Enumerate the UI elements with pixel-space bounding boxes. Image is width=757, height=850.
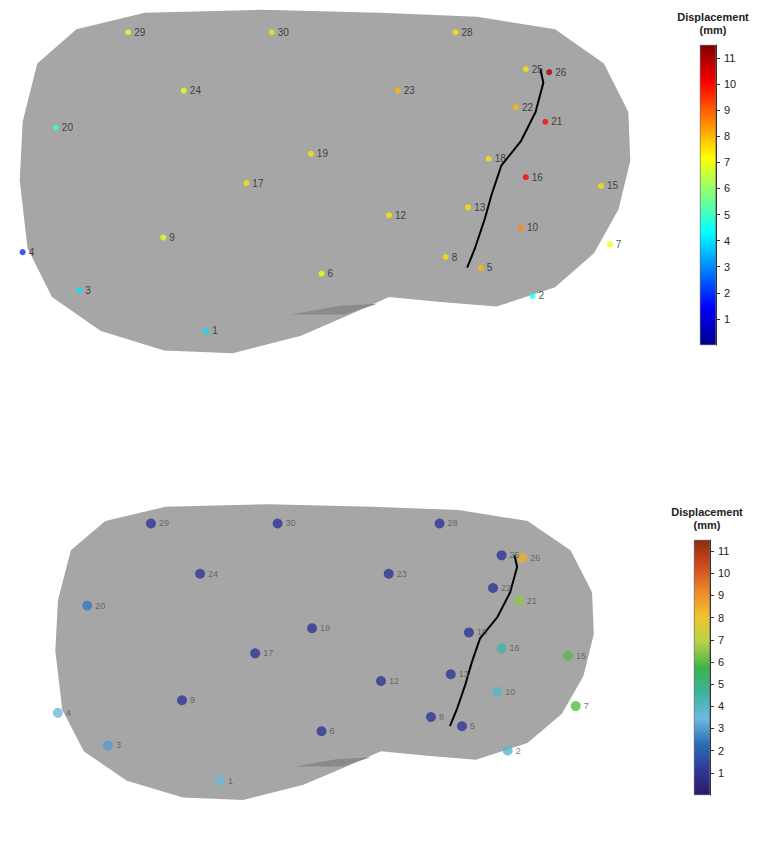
svg-text:6: 6 <box>328 268 334 279</box>
svg-text:6: 6 <box>718 656 724 668</box>
svg-text:4: 4 <box>724 235 730 247</box>
svg-text:9: 9 <box>169 232 175 243</box>
svg-text:17: 17 <box>252 178 264 189</box>
svg-text:3: 3 <box>724 261 730 273</box>
svg-text:19: 19 <box>317 148 329 159</box>
svg-text:25: 25 <box>510 550 520 560</box>
svg-text:7: 7 <box>616 239 622 250</box>
svg-text:12: 12 <box>395 210 407 221</box>
svg-text:24: 24 <box>190 85 202 96</box>
svg-text:22: 22 <box>522 102 534 113</box>
svg-text:25: 25 <box>532 64 544 75</box>
svg-text:20: 20 <box>62 122 74 133</box>
svg-text:Displacement: Displacement <box>677 11 749 23</box>
svg-text:8: 8 <box>718 612 724 624</box>
svg-text:10: 10 <box>505 687 515 697</box>
svg-text:18: 18 <box>495 153 507 164</box>
svg-text:3: 3 <box>116 740 121 750</box>
svg-text:20: 20 <box>95 601 105 611</box>
svg-text:2: 2 <box>539 290 545 301</box>
svg-text:26: 26 <box>530 553 540 563</box>
svg-text:6: 6 <box>330 726 335 736</box>
svg-text:1: 1 <box>724 313 730 325</box>
svg-text:11: 11 <box>718 545 729 557</box>
svg-text:28: 28 <box>448 518 458 528</box>
svg-text:1: 1 <box>228 776 233 786</box>
svg-text:29: 29 <box>159 518 169 528</box>
svg-text:30: 30 <box>286 518 296 528</box>
svg-text:12: 12 <box>389 676 399 686</box>
svg-text:1: 1 <box>718 767 724 779</box>
svg-text:5: 5 <box>724 209 730 221</box>
svg-text:11: 11 <box>724 52 735 64</box>
svg-text:13: 13 <box>459 669 469 679</box>
svg-text:28: 28 <box>461 27 473 38</box>
svg-text:7: 7 <box>718 634 724 646</box>
svg-text:9: 9 <box>724 104 730 116</box>
svg-text:15: 15 <box>576 651 586 661</box>
svg-text:16: 16 <box>510 643 520 653</box>
svg-text:3: 3 <box>85 285 91 296</box>
svg-text:21: 21 <box>527 596 537 606</box>
svg-text:4: 4 <box>66 708 71 718</box>
svg-text:19: 19 <box>320 623 330 633</box>
svg-text:8: 8 <box>452 252 458 263</box>
svg-text:10: 10 <box>527 222 539 233</box>
svg-text:7: 7 <box>584 701 589 711</box>
svg-text:29: 29 <box>134 27 146 38</box>
svg-text:(mm): (mm) <box>694 519 721 531</box>
svg-text:2: 2 <box>724 287 730 299</box>
svg-text:4: 4 <box>718 700 724 712</box>
svg-text:3: 3 <box>718 722 724 734</box>
svg-text:9: 9 <box>190 695 195 705</box>
svg-text:30: 30 <box>278 27 290 38</box>
svg-text:1: 1 <box>212 325 218 336</box>
svg-text:2: 2 <box>718 745 724 757</box>
svg-text:26: 26 <box>555 67 567 78</box>
svg-text:18: 18 <box>477 627 487 637</box>
svg-text:6: 6 <box>724 182 730 194</box>
svg-text:23: 23 <box>404 85 416 96</box>
svg-text:5: 5 <box>718 678 724 690</box>
svg-text:5: 5 <box>487 262 493 273</box>
svg-text:10: 10 <box>724 78 736 90</box>
svg-text:Displacement: Displacement <box>671 506 743 518</box>
svg-text:(mm): (mm) <box>700 24 727 36</box>
svg-text:17: 17 <box>263 648 273 658</box>
svg-text:7: 7 <box>724 156 730 168</box>
svg-text:23: 23 <box>397 569 407 579</box>
svg-text:5: 5 <box>470 721 475 731</box>
svg-text:4: 4 <box>29 247 35 258</box>
svg-text:8: 8 <box>724 130 730 142</box>
svg-text:13: 13 <box>474 202 486 213</box>
svg-text:21: 21 <box>551 116 563 127</box>
svg-text:15: 15 <box>607 180 619 191</box>
svg-text:2: 2 <box>516 746 521 756</box>
svg-text:22: 22 <box>501 583 511 593</box>
svg-text:10: 10 <box>718 567 730 579</box>
svg-text:9: 9 <box>718 589 724 601</box>
svg-text:24: 24 <box>208 569 218 579</box>
svg-text:16: 16 <box>532 172 544 183</box>
svg-text:8: 8 <box>439 712 444 722</box>
